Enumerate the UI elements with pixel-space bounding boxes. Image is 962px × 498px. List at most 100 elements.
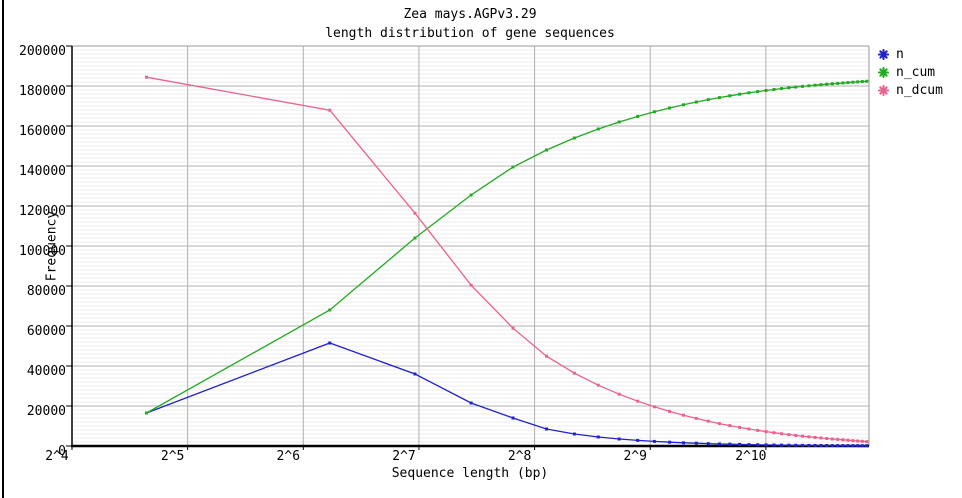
- data-point-n_dcum: [652, 405, 656, 409]
- legend-marker-n-icon: [878, 48, 889, 60]
- x-tick-label: 2^8: [508, 449, 531, 464]
- data-point-n: [764, 443, 768, 447]
- data-point-n_dcum: [860, 439, 864, 443]
- data-point-n_dcum: [694, 416, 698, 420]
- data-point-n_cum: [860, 80, 864, 84]
- data-point-n_dcum: [413, 211, 417, 215]
- data-point-n: [851, 444, 855, 448]
- data-point-n: [756, 443, 760, 447]
- data-point-n_dcum: [756, 428, 760, 432]
- y-tick-label: 80000: [27, 284, 66, 299]
- data-point-n_cum: [328, 308, 332, 312]
- data-point-n_dcum: [830, 437, 834, 441]
- x-tick-label: 2^10: [735, 449, 766, 464]
- data-point-n_dcum: [717, 422, 721, 426]
- legend-item-n: n: [878, 45, 943, 63]
- data-point-n_dcum: [865, 440, 869, 444]
- data-point-n: [787, 443, 791, 447]
- data-point-n_dcum: [328, 108, 332, 112]
- data-point-n_dcum: [794, 433, 798, 437]
- data-point-n_cum: [800, 84, 804, 88]
- x-tick-label: 2^4: [45, 449, 69, 464]
- data-point-n_cum: [856, 80, 860, 84]
- data-point-n: [800, 443, 804, 447]
- data-point-n_cum: [706, 98, 710, 102]
- data-point-n_cum: [772, 87, 776, 91]
- y-tick-label: 140000: [19, 164, 66, 179]
- legend-marker-n-dcum-icon: [878, 84, 889, 96]
- data-point-n: [511, 416, 515, 420]
- data-point-n_cum: [511, 165, 515, 169]
- data-point-n_cum: [865, 79, 869, 83]
- data-point-n: [738, 442, 742, 446]
- data-point-n_dcum: [545, 354, 549, 358]
- data-point-n_dcum: [800, 434, 804, 438]
- data-point-n_cum: [787, 86, 791, 90]
- data-point-n_cum: [825, 82, 829, 86]
- data-point-n_cum: [681, 103, 685, 107]
- data-point-n_cum: [694, 100, 698, 104]
- data-point-n: [694, 441, 698, 445]
- data-point-n_dcum: [511, 326, 515, 330]
- x-tick-label: 2^9: [623, 449, 646, 464]
- legend-label-n: n: [896, 46, 904, 62]
- data-point-n_dcum: [636, 399, 640, 403]
- data-point-n: [596, 435, 600, 439]
- data-point-n_dcum: [747, 427, 751, 431]
- data-point-n: [747, 443, 751, 447]
- data-point-n_dcum: [856, 439, 860, 443]
- data-point-n_dcum: [728, 424, 732, 428]
- data-point-n_cum: [841, 81, 845, 85]
- data-point-n_cum: [413, 236, 417, 240]
- legend-marker-n-cum-icon: [878, 66, 889, 78]
- data-point-n_dcum: [841, 438, 845, 442]
- data-point-n_dcum: [780, 432, 784, 436]
- data-point-n: [681, 441, 685, 445]
- data-point-n: [794, 443, 798, 447]
- data-point-n_dcum: [851, 439, 855, 443]
- data-point-n_dcum: [807, 435, 811, 439]
- data-point-n_cum: [668, 106, 672, 110]
- data-point-n: [717, 442, 721, 446]
- legend-label-n-cum: n_cum: [896, 64, 936, 80]
- y-tick-label: 40000: [27, 364, 66, 379]
- y-tick-label: 100000: [19, 244, 66, 259]
- data-point-n_dcum: [706, 419, 710, 423]
- data-point-n_dcum: [596, 383, 600, 387]
- data-point-n_cum: [756, 90, 760, 94]
- legend-label-n-dcum: n_dcum: [896, 82, 943, 98]
- data-point-n: [865, 444, 869, 448]
- x-axis-title: Sequence length (bp): [391, 466, 549, 481]
- data-point-n_dcum: [846, 438, 850, 442]
- y-tick-label: 200000: [19, 44, 66, 59]
- y-tick-label: 160000: [19, 124, 66, 139]
- data-point-n: [668, 440, 672, 444]
- y-tick-label: 180000: [19, 84, 66, 99]
- y-tick-label: 0: [58, 444, 66, 459]
- data-point-n_cum: [636, 114, 640, 118]
- data-point-n_dcum: [819, 436, 823, 440]
- data-point-n_dcum: [764, 430, 768, 434]
- data-point-n: [617, 437, 621, 441]
- data-point-n_dcum: [572, 371, 576, 375]
- data-point-n_dcum: [668, 409, 672, 413]
- y-axis-title: Frequency: [44, 210, 60, 282]
- data-point-n_cum: [764, 88, 768, 92]
- data-point-n_dcum: [813, 435, 817, 439]
- data-point-n: [819, 443, 823, 447]
- data-point-n_cum: [794, 85, 798, 89]
- data-point-n: [836, 444, 840, 448]
- data-point-n: [830, 444, 834, 448]
- data-point-n: [413, 372, 417, 376]
- data-point-n_cum: [780, 87, 784, 91]
- data-point-n_cum: [851, 80, 855, 84]
- chart-subtitle: length distribution of gene sequences: [325, 26, 615, 41]
- data-point-n_dcum: [836, 437, 840, 441]
- data-point-n_dcum: [617, 392, 621, 396]
- data-point-n_cum: [469, 193, 473, 197]
- data-point-n: [636, 438, 640, 442]
- data-point-n: [813, 443, 817, 447]
- data-point-n_cum: [830, 82, 834, 86]
- series-line-n_cum: [146, 80, 867, 414]
